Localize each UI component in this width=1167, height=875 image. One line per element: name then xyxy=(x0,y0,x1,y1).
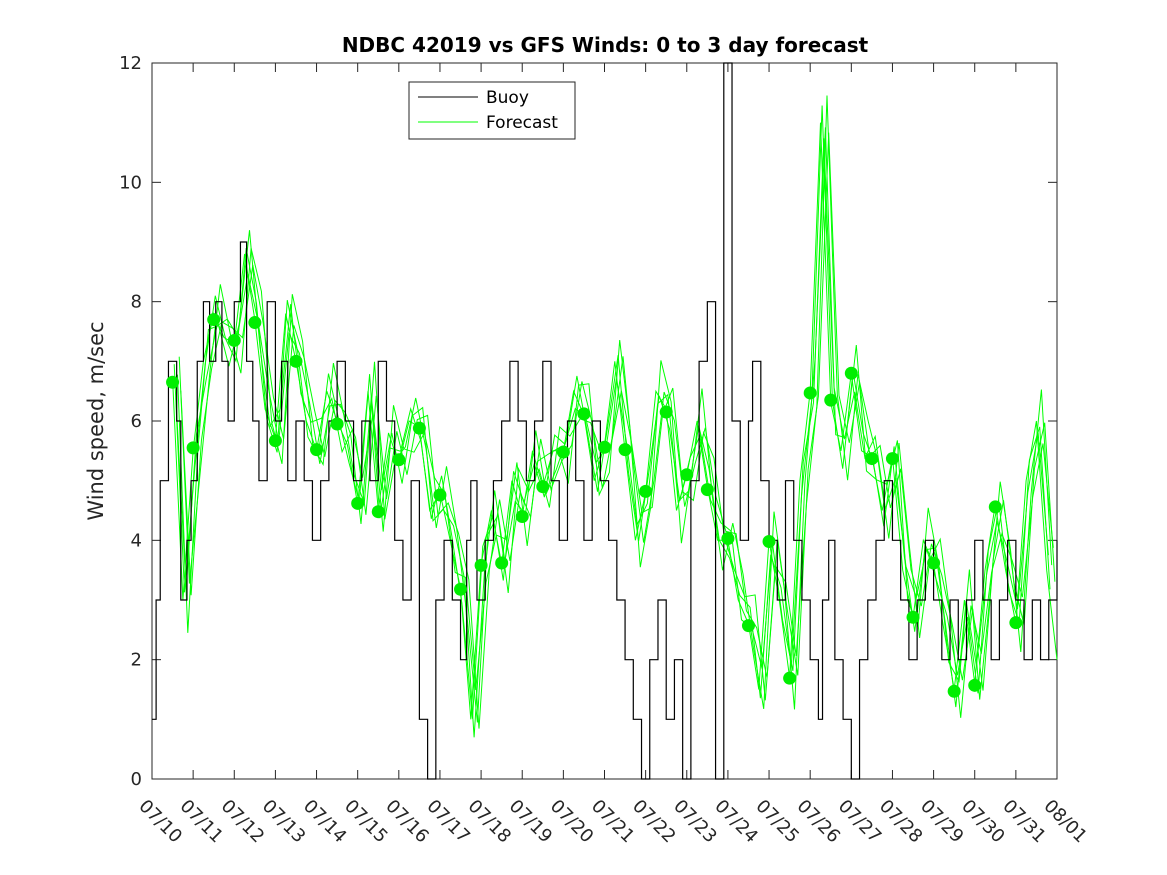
y-tick-label: 2 xyxy=(131,650,142,671)
analysis-point xyxy=(906,610,920,624)
analysis-point xyxy=(351,496,365,510)
analysis-point xyxy=(598,440,611,454)
buoy-series xyxy=(152,62,1058,780)
legend: Buoy Forecast xyxy=(408,81,576,140)
y-tick-label: 10 xyxy=(119,172,142,193)
forecast-ensemble-line xyxy=(178,95,1054,723)
analysis-point xyxy=(741,619,755,633)
forecast-ensemble-line xyxy=(177,127,1053,710)
y-axis-label: Wind speed, m/sec xyxy=(84,321,108,520)
analysis-point xyxy=(865,452,879,466)
analysis-points xyxy=(166,313,1023,698)
legend-box xyxy=(408,81,576,140)
analysis-point xyxy=(618,443,632,457)
legend-forecast-label: Forecast xyxy=(486,113,558,133)
analysis-point xyxy=(474,558,488,572)
analysis-point xyxy=(248,316,262,330)
analysis-point xyxy=(659,405,673,419)
analysis-point xyxy=(289,354,303,368)
analysis-point xyxy=(536,480,550,494)
analysis-point xyxy=(824,393,838,407)
analysis-point xyxy=(639,484,653,498)
analysis-point xyxy=(186,441,200,455)
analysis-point xyxy=(844,366,858,380)
analysis-point xyxy=(207,313,221,327)
legend-buoy-label: Buoy xyxy=(486,88,529,108)
analysis-point xyxy=(927,556,941,570)
axis-ticks xyxy=(151,62,1058,780)
analysis-point xyxy=(392,453,406,467)
analysis-point xyxy=(988,500,1002,514)
analysis-point xyxy=(371,505,385,519)
analysis-point xyxy=(783,671,797,685)
analysis-point xyxy=(968,678,982,692)
analysis-point xyxy=(310,443,324,457)
analysis-point xyxy=(495,556,509,570)
analysis-point xyxy=(412,421,426,435)
analysis-point xyxy=(577,407,591,421)
forecast-line xyxy=(172,122,1058,720)
analysis-point xyxy=(803,386,817,400)
analysis-point xyxy=(680,468,694,482)
y-tick-label: 6 xyxy=(131,411,142,432)
analysis-point xyxy=(227,333,241,347)
y-tick-labels: 0 2 4 6 8 10 12 xyxy=(119,53,142,790)
analysis-point xyxy=(885,452,899,466)
analysis-point xyxy=(947,684,961,698)
y-tick-label: 8 xyxy=(131,292,142,313)
analysis-point xyxy=(166,375,180,389)
analysis-point xyxy=(762,535,776,549)
analysis-point xyxy=(700,483,714,497)
analysis-point xyxy=(268,434,282,448)
forecast-ensemble-line xyxy=(180,132,1056,729)
y-tick-label: 12 xyxy=(119,53,142,74)
analysis-point xyxy=(721,532,735,546)
analysis-point xyxy=(1009,616,1023,630)
chart-title: NDBC 42019 vs GFS Winds: 0 to 3 day fore… xyxy=(342,33,869,57)
analysis-point xyxy=(330,417,344,431)
buoy-line xyxy=(152,62,1058,780)
analysis-point xyxy=(454,582,468,596)
y-tick-label: 0 xyxy=(131,769,142,790)
y-tick-label: 4 xyxy=(131,530,142,551)
analysis-point xyxy=(433,488,447,502)
analysis-point xyxy=(515,509,529,523)
analysis-point xyxy=(556,445,570,459)
forecast-series xyxy=(172,95,1058,738)
